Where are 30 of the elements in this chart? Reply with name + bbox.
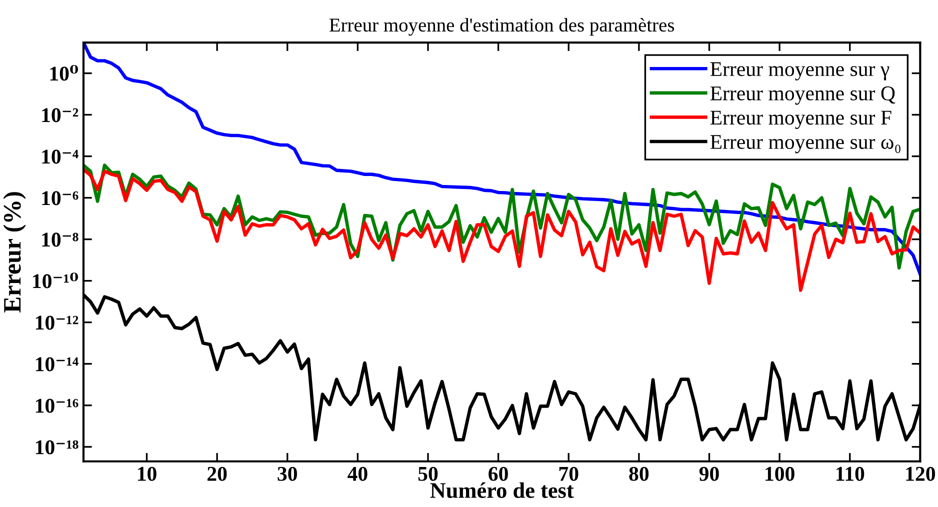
y-tick-label: 10⁻² [42, 108, 78, 122]
y-tick-label: 10⁻⁴ [42, 150, 78, 164]
y-tick-label: 10⁻¹² [36, 316, 78, 330]
y-axis-title: Erreur (%) [3, 192, 26, 313]
x-tick-label: 70 [559, 466, 578, 481]
legend-label: Erreur moyenne sur Q [710, 86, 896, 105]
x-tick-label: 60 [488, 466, 508, 481]
x-tick-label: 10 [138, 466, 156, 481]
x-tick-label: 90 [699, 466, 719, 481]
y-tick-label: 10⁻¹⁰ [33, 272, 78, 288]
x-tick-label: 120 [906, 466, 936, 481]
y-tick-label: 10⁻⁶ [42, 191, 78, 206]
line-series [83, 168, 920, 292]
legend-label: Erreur moyenne sur F [710, 110, 892, 129]
x-tick-label: 110 [836, 466, 864, 481]
y-tick-label: 10⁻¹⁴ [36, 357, 78, 372]
x-tick-label: 30 [278, 466, 298, 481]
x-tick-label: 40 [348, 466, 368, 481]
y-tick-label: 10⁻¹⁸ [36, 440, 78, 454]
legend-label: Erreur moyenne sur γ [710, 62, 890, 80]
y-tick-label: 10⁻⁸ [42, 232, 78, 247]
x-tick-label: 20 [208, 466, 227, 481]
x-tick-label: 50 [418, 466, 438, 481]
legend-label: Erreur moyenne sur ω₀ [710, 135, 900, 154]
x-tick-label: 80 [629, 466, 649, 481]
y-tick-label: 10⁰ [50, 65, 78, 81]
x-axis-title: Numéro de test [430, 482, 574, 498]
y-tick-label: 10⁻¹⁶ [36, 398, 78, 413]
x-tick-label: 100 [766, 466, 794, 481]
chart-title: Erreur moyenne d'estimation des paramètres [329, 18, 674, 36]
